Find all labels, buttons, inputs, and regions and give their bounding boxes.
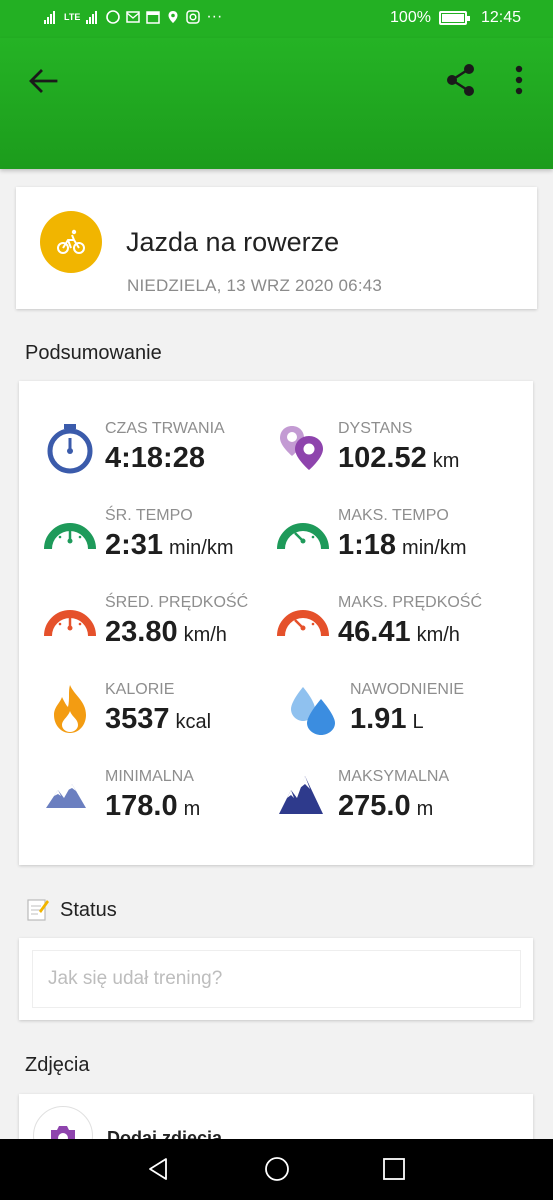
- photos-title: Zdjęcia: [25, 1054, 90, 1076]
- stat-label: KALORIE: [105, 681, 175, 698]
- max-pace-gauge-icon: [277, 523, 329, 550]
- stat-hydration: NAWODNIENIE 1.91 L: [289, 681, 529, 751]
- stat-label: MAKSYMALNA: [338, 768, 450, 785]
- stat-max-altitude: MAKSYMALNA 275.0 m: [277, 768, 517, 838]
- battery-percent: 100%: [390, 9, 431, 26]
- stat-unit: kcal: [175, 711, 212, 733]
- stat-calories: KALORIE 3537 kcal: [44, 681, 284, 751]
- stat-value: 4:18:28: [105, 442, 205, 474]
- stat-label: CZAS TRWANIA: [105, 420, 225, 437]
- nav-recents-icon[interactable]: [383, 1158, 405, 1180]
- signal-icon: [44, 11, 55, 24]
- more-notifications-icon: ···: [206, 8, 223, 25]
- stat-value: 46.41: [338, 616, 411, 648]
- status-icons-left: LTE ···: [44, 8, 223, 25]
- stat-value: 1.91: [350, 703, 407, 735]
- stat-value: 2:31: [105, 529, 164, 561]
- stat-unit: km/h: [416, 624, 460, 646]
- stopwatch-icon: [47, 424, 93, 474]
- stat-distance: DYSTANS 102.52 km: [277, 420, 517, 490]
- stat-value: 1:18: [338, 529, 397, 561]
- stat-label: ŚR. TEMPO: [105, 507, 193, 524]
- stat-label: MAKS. PRĘDKOŚĆ: [338, 594, 483, 611]
- activity-header-card: Jazda na rowerze NIEDZIELA, 13 WRZ 2020 …: [16, 187, 537, 309]
- stat-unit: m: [416, 798, 434, 820]
- memo-icon: [27, 899, 49, 921]
- stat-value: 178.0: [105, 790, 178, 822]
- network-type: LTE: [64, 12, 81, 22]
- summary-title: Podsumowanie: [25, 342, 162, 364]
- stat-avg-pace: ŚR. TEMPO 2:31 min/km: [44, 507, 284, 577]
- stat-unit: km: [432, 450, 460, 472]
- more-options-icon[interactable]: [506, 64, 532, 96]
- stat-label: MAKS. TEMPO: [338, 507, 449, 524]
- water-drops-icon: [291, 687, 335, 735]
- bicycle-icon: [40, 211, 102, 273]
- app-bar: [0, 38, 553, 169]
- stat-value: 3537: [105, 703, 170, 735]
- speed-gauge-icon: [44, 610, 96, 637]
- stat-unit: m: [183, 798, 201, 820]
- stat-avg-speed: ŚRED. PRĘDKOŚĆ 23.80 km/h: [44, 594, 284, 664]
- stat-unit: L: [412, 711, 424, 733]
- map-pins-icon: [280, 426, 323, 470]
- flame-icon: [54, 685, 86, 733]
- stat-min-altitude: MINIMALNA 178.0 m: [44, 768, 284, 838]
- instagram-icon: [186, 10, 201, 24]
- status-bar: LTE ··· 100% 12:45: [0, 0, 553, 38]
- max-altitude-icon: [279, 776, 323, 814]
- share-icon[interactable]: [444, 62, 478, 98]
- back-arrow-icon[interactable]: [26, 64, 60, 98]
- nav-home-icon[interactable]: [264, 1156, 290, 1182]
- stat-label: DYSTANS: [338, 420, 413, 437]
- min-altitude-icon: [46, 784, 86, 808]
- status-title: Status: [60, 899, 117, 921]
- stat-label: MINIMALNA: [105, 768, 194, 785]
- pace-gauge-icon: [44, 523, 96, 550]
- stat-value: 23.80: [105, 616, 178, 648]
- nav-back-icon[interactable]: [146, 1157, 170, 1181]
- stat-label: ŚRED. PRĘDKOŚĆ: [105, 594, 249, 611]
- summary-card: CZAS TRWANIA 4:18:28 DYSTANS 102.52 km ŚR…: [19, 381, 533, 865]
- whatsapp-icon: [106, 10, 121, 24]
- stat-value: 275.0: [338, 790, 411, 822]
- stat-max-speed: MAKS. PRĘDKOŚĆ 46.41 km/h: [277, 594, 517, 664]
- clock: 12:45: [480, 9, 521, 26]
- system-nav-bar: [0, 1139, 553, 1200]
- stat-duration: CZAS TRWANIA 4:18:28: [44, 420, 284, 490]
- signal-icon: [86, 11, 98, 24]
- stat-max-pace: MAKS. TEMPO 1:18 min/km: [277, 507, 517, 577]
- max-speed-gauge-icon: [277, 610, 329, 637]
- battery-icon: [438, 11, 470, 25]
- stat-label: NAWODNIENIE: [350, 681, 465, 698]
- status-input[interactable]: [32, 950, 521, 1008]
- location-icon: [168, 11, 178, 23]
- stat-unit: min/km: [402, 537, 467, 559]
- stat-unit: km/h: [183, 624, 227, 646]
- stat-unit: min/km: [169, 537, 234, 559]
- calendar-icon: [146, 11, 161, 24]
- activity-date: NIEDZIELA, 13 WRZ 2020 06:43: [127, 276, 383, 295]
- activity-title: Jazda na rowerze: [126, 227, 340, 257]
- status-card: [19, 938, 533, 1020]
- mail-icon: [126, 11, 141, 23]
- stat-value: 102.52: [338, 442, 427, 474]
